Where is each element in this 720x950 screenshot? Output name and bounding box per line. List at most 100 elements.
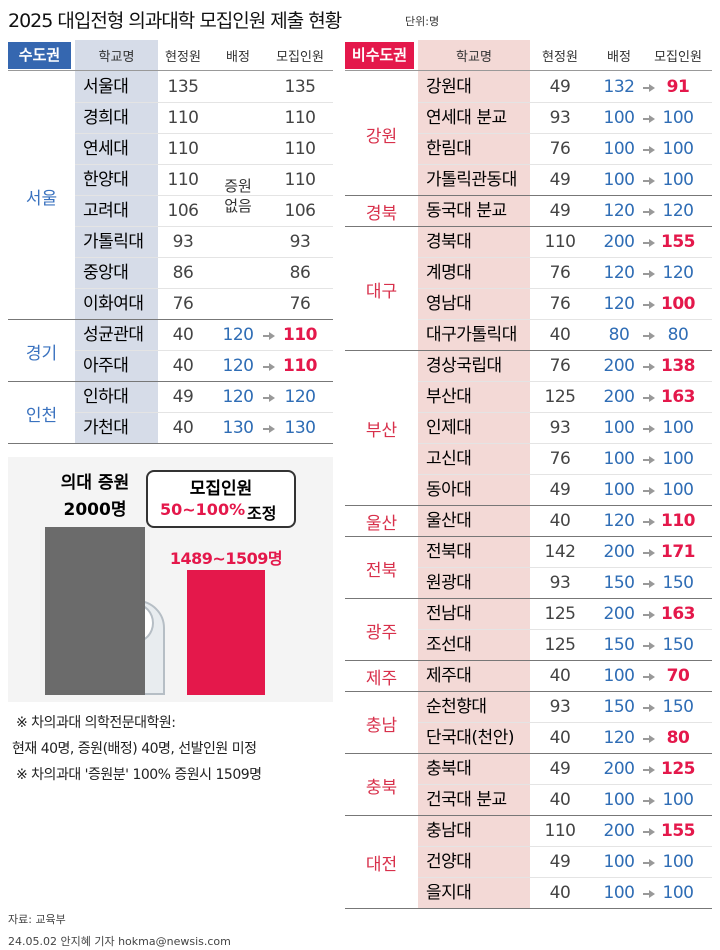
note: ※ 차의과대 '증원분' 100% 증원시 1509명	[16, 767, 262, 783]
school-name: 인하대	[83, 387, 129, 407]
recruit: 155	[661, 232, 696, 252]
recruit: 93	[289, 232, 311, 252]
assigned: 150	[603, 573, 635, 593]
row-rule	[418, 164, 712, 165]
assigned: 100	[603, 790, 635, 810]
region: 인천	[25, 405, 58, 426]
recruit: 76	[289, 294, 311, 314]
current-quota: 86	[172, 263, 194, 283]
category-label: 모집인원	[189, 479, 253, 499]
column-header: 현정원	[542, 50, 578, 65]
group-rule	[345, 226, 712, 227]
assigned: 120	[603, 728, 635, 748]
current-quota: 49	[549, 759, 571, 779]
school-name: 아주대	[83, 356, 129, 376]
arrow	[263, 331, 275, 341]
recruit: 171	[661, 542, 696, 562]
group-rule	[345, 815, 712, 816]
current-quota: 40	[172, 418, 194, 438]
school-name: 성균관대	[83, 325, 144, 345]
recruit: 80	[666, 728, 690, 748]
callout	[146, 470, 296, 528]
assigned: 120	[603, 294, 635, 314]
arrow	[642, 703, 655, 713]
recruit: 120	[662, 201, 694, 221]
recruit: 110	[283, 325, 318, 345]
current-quota: 93	[172, 232, 194, 252]
recruit: 100	[662, 139, 694, 159]
category-label: 의대 증원	[60, 473, 130, 493]
current-quota: 110	[544, 232, 576, 252]
assigned: 130	[222, 418, 254, 438]
arrow	[642, 362, 655, 372]
school-name: 을지대	[426, 883, 472, 903]
school-name: 부산대	[426, 387, 472, 407]
current-quota: 40	[549, 666, 571, 686]
arrow	[642, 579, 655, 589]
unit: 단위:명	[405, 15, 440, 28]
column-header: 학교명	[98, 50, 135, 65]
row-rule	[418, 412, 712, 413]
recruit: 100	[662, 790, 694, 810]
school-name: 중앙대	[83, 263, 129, 283]
recruit: 135	[284, 77, 316, 97]
recruit: 91	[666, 77, 690, 97]
row-rule	[418, 474, 712, 475]
current-quota: 49	[549, 77, 571, 97]
region: 서울	[25, 188, 58, 209]
current-quota: 40	[549, 728, 571, 748]
assigned: 120	[222, 387, 254, 407]
bar	[187, 569, 265, 695]
school-name: 동국대 분교	[426, 201, 507, 221]
school-name: 전북대	[426, 542, 472, 562]
arrow	[642, 145, 655, 155]
row-rule	[75, 195, 333, 196]
school-name: 연세대	[83, 139, 129, 159]
recruit: 130	[284, 418, 316, 438]
header-rule	[8, 70, 333, 71]
arrow	[263, 424, 275, 434]
school-name: 동아대	[426, 480, 472, 500]
school-name: 순천향대	[426, 697, 487, 717]
recruit: 110	[283, 356, 318, 376]
current-quota: 40	[172, 356, 194, 376]
assigned: 200	[603, 604, 635, 624]
school-name: 이화여대	[83, 294, 144, 314]
row-rule	[418, 567, 712, 568]
current-quota: 40	[549, 883, 571, 903]
arrow	[642, 207, 655, 217]
current-quota: 93	[549, 108, 571, 128]
school-name: 연세대 분교	[426, 108, 507, 128]
column-header: 모집인원	[654, 50, 702, 65]
recruit: 110	[284, 108, 316, 128]
current-quota: 110	[544, 821, 576, 841]
row-rule	[75, 350, 333, 351]
row-rule	[418, 443, 712, 444]
school-name: 고려대	[83, 201, 129, 221]
assigned: 200	[603, 759, 635, 779]
assigned: 100	[603, 666, 635, 686]
arrow	[642, 114, 655, 124]
school-name: 조선대	[426, 635, 472, 655]
row-rule	[418, 722, 712, 723]
current-quota: 93	[549, 573, 571, 593]
assigned: 100	[603, 852, 635, 872]
recruit: 150	[662, 635, 694, 655]
assigned: 120	[603, 511, 635, 531]
school-name: 원광대	[426, 573, 472, 593]
recruit: 100	[662, 480, 694, 500]
current-quota: 76	[549, 356, 571, 376]
recruit: 100	[662, 883, 694, 903]
current-quota: 49	[549, 852, 571, 872]
arrow	[642, 796, 655, 806]
recruit: 100	[662, 418, 694, 438]
school-name: 영남대	[426, 294, 472, 314]
section-label: 비수도권	[345, 42, 414, 69]
recruit: 70	[666, 666, 690, 686]
school-name: 고신대	[426, 449, 472, 469]
group-rule	[345, 536, 712, 537]
assigned: 150	[603, 635, 635, 655]
school-name: 경북대	[426, 232, 472, 252]
arrow	[642, 889, 655, 899]
assigned: 120	[603, 263, 635, 283]
